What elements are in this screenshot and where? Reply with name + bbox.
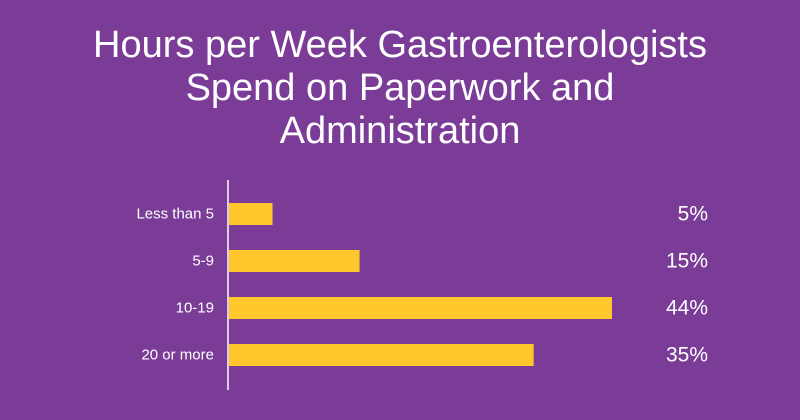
bar <box>229 344 534 366</box>
value-label: 15% <box>666 250 708 273</box>
bar <box>229 250 360 272</box>
value-label: 5% <box>678 203 708 226</box>
bar <box>229 203 273 225</box>
category-label: Less than 5 <box>136 206 214 223</box>
bar <box>229 297 612 319</box>
category-label: 20 or more <box>141 347 214 364</box>
chart-title: Hours per Week Gastroenterologists Spend… <box>93 24 707 152</box>
value-label: 35% <box>666 344 708 367</box>
category-label: 10-19 <box>176 300 214 317</box>
category-label: 5-9 <box>192 253 214 270</box>
value-label: 44% <box>666 297 708 320</box>
